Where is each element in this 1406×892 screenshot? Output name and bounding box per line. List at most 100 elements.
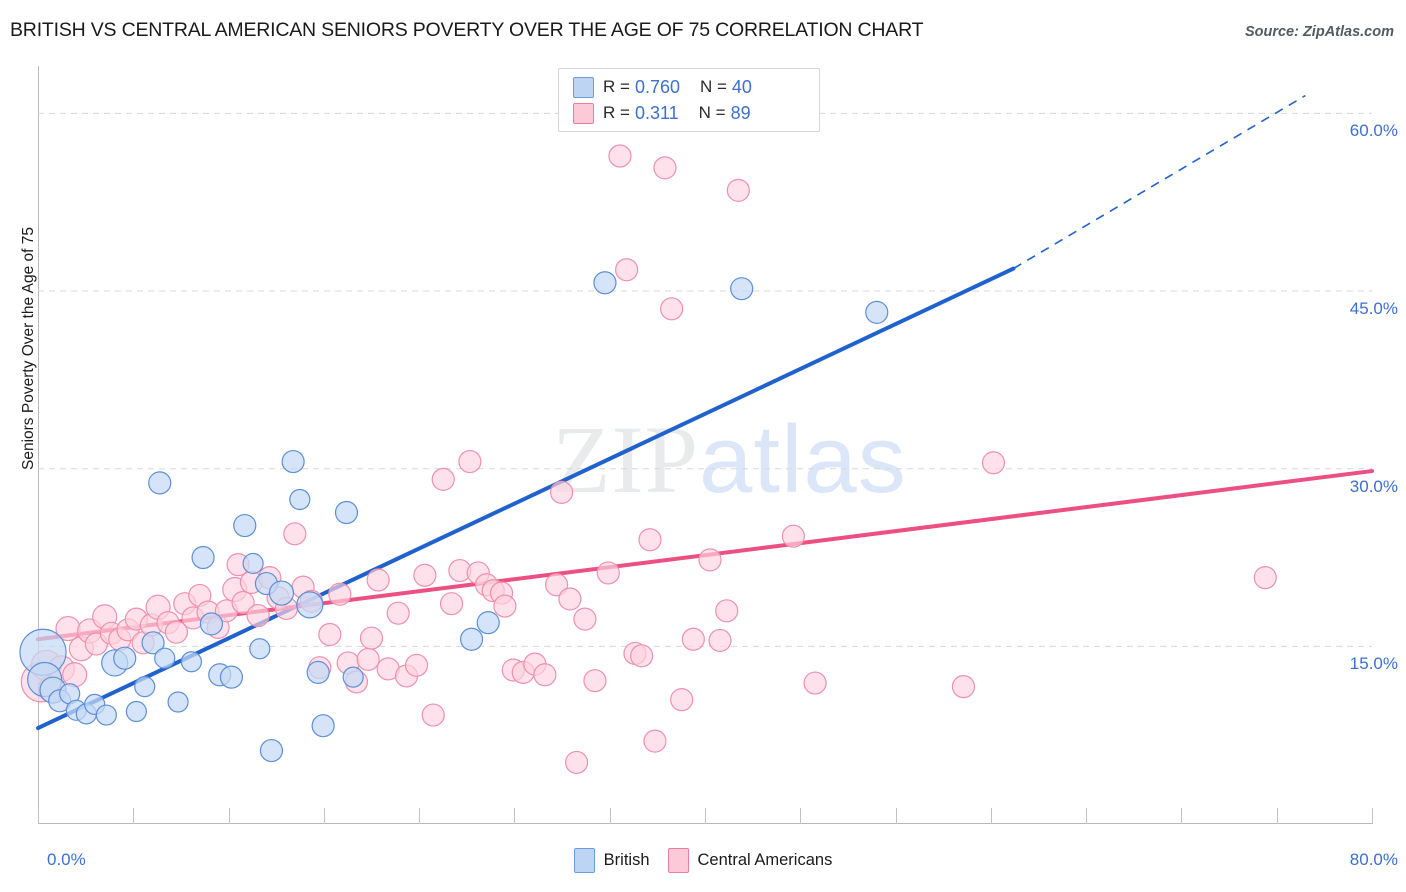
- trend-line-extension: [1013, 94, 1306, 270]
- scatter-point: [342, 666, 364, 688]
- scatter-point: [951, 675, 976, 699]
- scatter-point: [681, 627, 705, 651]
- x-axis-tick: [323, 808, 325, 824]
- x-axis-tick: [990, 808, 992, 824]
- scatter-point: [643, 729, 667, 753]
- scatter-point: [730, 277, 754, 301]
- scatter-point: [670, 688, 694, 712]
- scatter-point: [167, 691, 189, 713]
- scatter-point: [608, 144, 632, 168]
- legend-item-british[interactable]: British: [573, 848, 650, 873]
- scatter-point: [413, 563, 437, 587]
- scatter-point: [439, 592, 464, 616]
- scatter-point: [328, 582, 352, 606]
- scatter-point: [459, 627, 484, 651]
- scatter-point: [191, 545, 215, 570]
- scatter-point: [698, 548, 722, 572]
- x-axis-min-label: 0.0%: [47, 850, 86, 869]
- plot-area: [19, 66, 1374, 824]
- legend-british-label: British: [603, 851, 650, 869]
- x-axis-tick: [38, 808, 39, 824]
- series-legend: British Central Americans: [0, 848, 1406, 873]
- scatter-point: [865, 300, 889, 324]
- legend-central-americans-swatch-icon: [667, 848, 689, 873]
- scatter-point: [231, 590, 255, 615]
- x-axis-tick: [133, 808, 135, 824]
- scatter-point: [476, 611, 500, 635]
- scatter-point: [359, 626, 384, 650]
- x-axis-tick: [419, 808, 421, 824]
- scatter-point: [715, 599, 739, 623]
- scatter-point: [242, 552, 264, 575]
- scatter-point: [199, 612, 224, 636]
- scatter-point: [259, 738, 284, 763]
- central-americans-n-label: N =: [698, 103, 726, 122]
- stats-row-british: R = 0.760 N = 40: [573, 74, 752, 100]
- scatter-point: [356, 647, 380, 671]
- scatter-point: [1253, 566, 1277, 590]
- scatter-point: [781, 524, 805, 548]
- scatter-point: [283, 522, 307, 546]
- british-swatch-icon: [573, 76, 594, 98]
- x-axis-tick: [800, 808, 802, 824]
- scatter-point: [803, 671, 827, 695]
- y-tick-label: 15.0%: [1349, 654, 1398, 674]
- scatter-point: [113, 646, 137, 670]
- legend-central-americans-label: Central Americans: [697, 851, 833, 869]
- x-axis-tick: [228, 808, 230, 824]
- x-axis-tick: [1276, 808, 1278, 824]
- scatter-point: [219, 665, 244, 689]
- x-axis-tick: [1372, 808, 1373, 824]
- scatter-point: [246, 603, 270, 628]
- source-attribution: Source: ZipAtlas.com: [1244, 24, 1394, 40]
- scatter-point: [981, 451, 1006, 475]
- scatter-point: [306, 660, 330, 685]
- scatter-point: [615, 258, 639, 282]
- scatter-point: [573, 607, 597, 631]
- scatter-points-layer: [19, 144, 1277, 775]
- y-tick-label: 30.0%: [1349, 476, 1398, 496]
- scatter-point: [62, 662, 88, 688]
- scatter-point: [638, 528, 662, 552]
- scatter-point: [233, 513, 257, 538]
- scatter-point: [533, 663, 557, 687]
- y-axis-line: [38, 66, 39, 824]
- scatter-point: [458, 449, 482, 474]
- british-r-label: R =: [603, 77, 630, 96]
- scatter-point: [653, 156, 677, 180]
- scatter-point: [268, 580, 295, 606]
- x-axis-max-label: 80.0%: [1349, 850, 1398, 869]
- british-n-value: 40: [731, 76, 752, 97]
- y-tick-label: 45.0%: [1349, 299, 1398, 319]
- page-title: BRITISH VS CENTRAL AMERICAN SENIORS POVE…: [10, 19, 924, 41]
- scatter-point: [154, 647, 176, 669]
- y-axis-title: Seniors Poverty Over the Age of 75: [20, 227, 37, 470]
- scatter-point: [180, 651, 203, 673]
- scatter-point: [549, 480, 574, 504]
- scatter-point: [431, 467, 455, 491]
- scatter-point: [404, 653, 429, 677]
- scatter-point: [281, 449, 305, 474]
- x-axis-tick: [705, 808, 706, 824]
- scatter-point: [565, 750, 589, 775]
- central-americans-n-value: 89: [730, 102, 751, 123]
- scatter-point: [296, 591, 324, 619]
- legend-item-central-americans[interactable]: Central Americans: [667, 848, 833, 873]
- scatter-point: [558, 587, 582, 611]
- x-axis-tick: [895, 808, 897, 824]
- scatter-point: [318, 622, 342, 647]
- scatter-point: [249, 638, 271, 660]
- scatter-point: [334, 500, 359, 525]
- scatter-point: [726, 178, 750, 202]
- scatter-point: [386, 601, 410, 625]
- scatter-point: [311, 714, 335, 738]
- scatter-point: [493, 594, 517, 618]
- scatter-point: [141, 631, 165, 655]
- scatter-point: [630, 644, 654, 668]
- legend-british-swatch-icon: [573, 848, 595, 873]
- scatter-point: [583, 669, 607, 693]
- central-americans-swatch-icon: [573, 102, 594, 124]
- trend-line-british: [36, 266, 1016, 731]
- x-axis-tick: [1086, 808, 1088, 824]
